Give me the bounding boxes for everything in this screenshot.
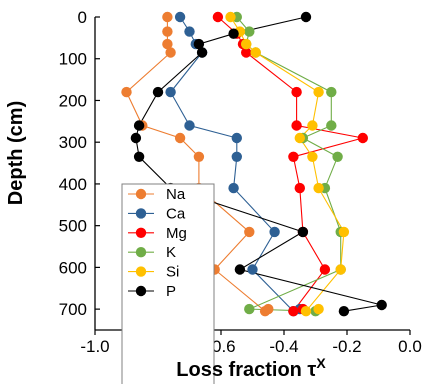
tick-labels: 0100200300400500600700-1.0-0.8-0.6-0.4-0… (59, 8, 422, 356)
data-point-na (162, 11, 173, 23)
legend-label-si: Si (166, 264, 179, 281)
legend-box (121, 183, 215, 384)
x-tick-label: -1.0 (80, 337, 109, 356)
x-axis-title-superscript: X (316, 355, 326, 371)
data-point-p (193, 38, 205, 50)
data-point-p (133, 151, 145, 162)
data-point-si (313, 303, 324, 315)
legend-label-mg: Mg (166, 225, 187, 242)
series-points (121, 11, 387, 317)
data-point-ca (165, 86, 176, 98)
legend: Na Ca Mg K Si P (121, 183, 215, 384)
legend-marker-p (135, 285, 147, 297)
data-point-na (193, 151, 205, 162)
data-point-si (307, 151, 318, 162)
legend-label-ca: Ca (166, 205, 186, 222)
y-axis-title: Depth (cm) (5, 101, 27, 205)
data-point-si (225, 11, 236, 23)
y-tick-label: 700 (59, 300, 87, 319)
legend-marker-na (135, 188, 147, 200)
data-point-si (338, 226, 350, 238)
data-point-na (162, 38, 173, 50)
data-point-ca (269, 226, 280, 238)
data-point-mg (319, 264, 331, 275)
data-point-p (228, 28, 239, 39)
x-tick-label: -0.4 (269, 337, 298, 356)
data-point-k (244, 303, 255, 315)
data-point-si (241, 38, 252, 50)
y-tick-label: 0 (78, 8, 87, 27)
data-point-ca (231, 132, 242, 144)
data-point-ca (184, 26, 195, 37)
data-point-mg (241, 47, 252, 58)
legend-marker-ca (135, 208, 147, 219)
data-point-ca (228, 182, 239, 194)
data-point-p (234, 264, 246, 275)
data-point-p (300, 11, 312, 23)
legend-label-k: K (166, 244, 176, 261)
legend-label-na: Na (166, 186, 186, 203)
data-point-ca (231, 151, 242, 162)
data-point-mg (294, 182, 305, 194)
data-point-si (294, 132, 305, 144)
data-point-na (244, 226, 255, 238)
data-point-p (133, 120, 145, 131)
legend-marker-k (135, 247, 147, 258)
data-point-si (307, 120, 318, 131)
data-point-mg (357, 132, 368, 144)
x-tick-label: -0.2 (332, 337, 361, 356)
data-point-ca (184, 120, 195, 131)
data-point-p (130, 132, 142, 144)
legend-label-p: P (166, 283, 176, 300)
data-point-k (244, 26, 255, 37)
data-point-si (250, 47, 261, 58)
data-point-na (121, 86, 132, 98)
data-point-mg (291, 86, 302, 98)
data-point-mg (291, 120, 302, 131)
y-tick-label: 600 (59, 258, 87, 277)
data-point-mg (288, 306, 299, 317)
legend-marker-mg (135, 227, 147, 238)
data-point-p (338, 306, 350, 317)
data-point-p (297, 226, 309, 238)
data-point-si (335, 264, 346, 275)
y-tick-label: 200 (59, 91, 87, 110)
data-point-na (165, 47, 176, 58)
data-point-p (376, 299, 387, 311)
y-tick-label: 100 (59, 50, 87, 69)
data-point-na (263, 303, 274, 315)
data-point-k (332, 151, 343, 162)
data-point-mg (288, 151, 299, 162)
data-point-si (313, 86, 324, 98)
x-tick-label: 0.0 (398, 337, 422, 356)
data-point-ca (174, 11, 186, 23)
data-point-p (196, 47, 208, 58)
data-point-k (326, 120, 337, 131)
data-point-p (152, 86, 164, 98)
data-point-na (162, 26, 173, 37)
data-point-si (313, 182, 324, 194)
x-axis-title: Loss fraction τX (176, 355, 326, 381)
data-point-mg (212, 11, 224, 23)
y-tick-label: 400 (59, 175, 87, 194)
data-point-si (300, 306, 312, 317)
legend-marker-si (135, 266, 147, 277)
data-point-k (326, 86, 337, 98)
y-tick-label: 500 (59, 217, 87, 236)
y-tick-label: 300 (59, 133, 87, 152)
data-point-ca (247, 264, 258, 275)
data-point-na (174, 132, 186, 144)
